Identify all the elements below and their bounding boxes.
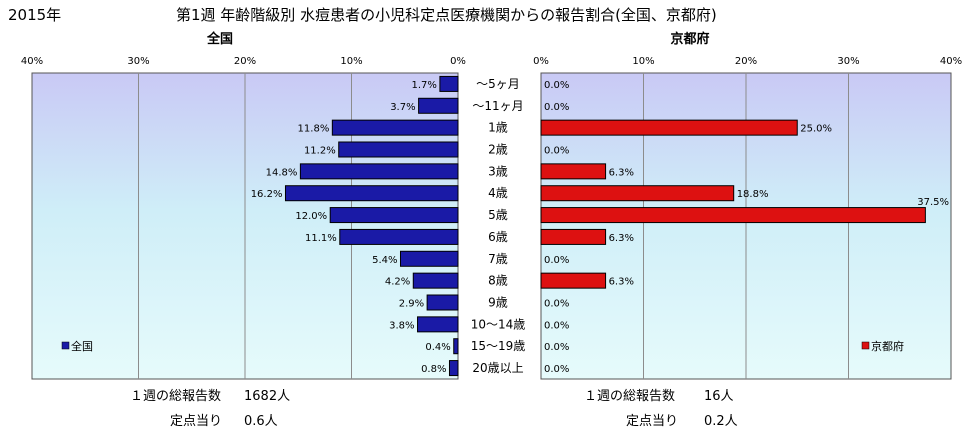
national-tick-label: 10% [340, 56, 362, 67]
national-tick-label: 0% [450, 56, 466, 67]
kyoto-data-label: 0.0% [544, 299, 569, 310]
category-label: 4歳 [488, 186, 508, 200]
national-data-label: 16.2% [251, 189, 283, 200]
kyoto-tick-label: 20% [735, 56, 757, 67]
chart-title: 第1週 年齢階級別 水痘患者の小児科定点医療機関からの報告割合(全国、京都府) [176, 6, 717, 24]
national-bar [448, 360, 459, 377]
national-bar [284, 185, 459, 202]
category-label: 2歳 [488, 143, 508, 157]
kyoto-bar [540, 228, 607, 245]
kyoto-data-label: 0.0% [544, 364, 569, 375]
national-bar [439, 75, 459, 92]
kyoto-data-label: 25.0% [800, 124, 832, 135]
kyoto-data-label: 0.0% [544, 102, 569, 113]
national-bar [329, 207, 459, 224]
kyoto-data-label: 6.3% [609, 277, 634, 288]
national-bar [299, 163, 459, 180]
kyoto-data-label: 0.0% [544, 320, 569, 331]
national-per-label: 定点当り [170, 414, 223, 429]
national-tick-label: 40% [21, 56, 43, 67]
national-data-label: 4.2% [385, 277, 410, 288]
national-data-label: 2.9% [399, 299, 424, 310]
category-label: 6歳 [488, 230, 508, 244]
category-label: 1歳 [488, 121, 508, 135]
kyoto-per-label: 定点当り [626, 414, 679, 429]
national-data-label: 3.8% [389, 320, 414, 331]
national-data-label: 3.7% [390, 102, 415, 113]
national-bar [399, 250, 459, 267]
kyoto-tick-label: 0% [533, 56, 549, 67]
national-legend-marker [61, 341, 70, 350]
national-data-label: 5.4% [372, 255, 397, 266]
kyoto-data-label: 0.0% [544, 80, 569, 91]
kyoto-data-label: 0.0% [544, 146, 569, 157]
national-data-label: 14.8% [266, 167, 298, 178]
kyoto-data-label: 6.3% [609, 233, 634, 244]
kyoto-total-label: １週の総報告数 [584, 389, 676, 404]
national-data-label: 11.2% [304, 146, 336, 157]
kyoto-data-label: 18.8% [737, 189, 769, 200]
national-bar [418, 97, 459, 114]
year-label: 2015年 [8, 6, 62, 24]
kyoto-per-value: 0.2人 [704, 414, 738, 429]
kyoto-data-label: 0.0% [544, 255, 569, 266]
national-bar [331, 119, 459, 136]
national-data-label: 12.0% [295, 211, 327, 222]
national-bar [339, 228, 459, 245]
category-label: 5歳 [488, 208, 508, 222]
national-data-label: 11.8% [298, 124, 330, 135]
national-per-value: 0.6人 [244, 414, 278, 429]
kyoto-legend-label: 京都府 [871, 339, 904, 353]
national-bar [426, 294, 459, 311]
national-data-label: 1.7% [411, 80, 436, 91]
kyoto-total-value: 16人 [704, 389, 734, 404]
category-label: 3歳 [488, 164, 508, 178]
kyoto-bar [540, 163, 607, 180]
national-data-label: 0.4% [425, 342, 450, 353]
national-bar [417, 316, 459, 333]
kyoto-bar [540, 207, 926, 224]
kyoto-bar [540, 119, 798, 136]
kyoto-data-label: 0.0% [544, 342, 569, 353]
kyoto-panel-title: 京都府 [670, 31, 709, 47]
national-bar [412, 272, 459, 289]
kyoto-data-label: 37.5% [917, 197, 949, 208]
national-bar [338, 141, 459, 158]
category-label: 8歳 [488, 274, 508, 288]
kyoto-bar [540, 272, 607, 289]
national-panel-title: 全国 [206, 31, 233, 47]
national-data-label: 0.8% [421, 364, 446, 375]
category-label: ～5ヶ月 [476, 77, 520, 91]
kyoto-tick-label: 40% [940, 56, 962, 67]
national-data-label: 11.1% [305, 233, 337, 244]
national-legend-label: 全国 [71, 339, 93, 353]
category-label: 15～19歳 [471, 339, 526, 353]
national-tick-label: 20% [234, 56, 256, 67]
category-label: 10～14歳 [471, 317, 526, 331]
national-bar [453, 338, 459, 355]
national-total-label: １週の総報告数 [130, 389, 222, 404]
national-total-value: 1682人 [244, 389, 291, 404]
category-label: ～11ヶ月 [472, 99, 523, 113]
category-label: 20歳以上 [472, 361, 523, 375]
kyoto-tick-label: 10% [632, 56, 654, 67]
kyoto-bar [540, 185, 735, 202]
category-label: 9歳 [488, 296, 508, 310]
national-tick-label: 30% [127, 56, 149, 67]
kyoto-data-label: 6.3% [609, 167, 634, 178]
kyoto-tick-label: 30% [837, 56, 859, 67]
category-label: 7歳 [488, 252, 508, 266]
kyoto-legend-marker [861, 341, 870, 350]
